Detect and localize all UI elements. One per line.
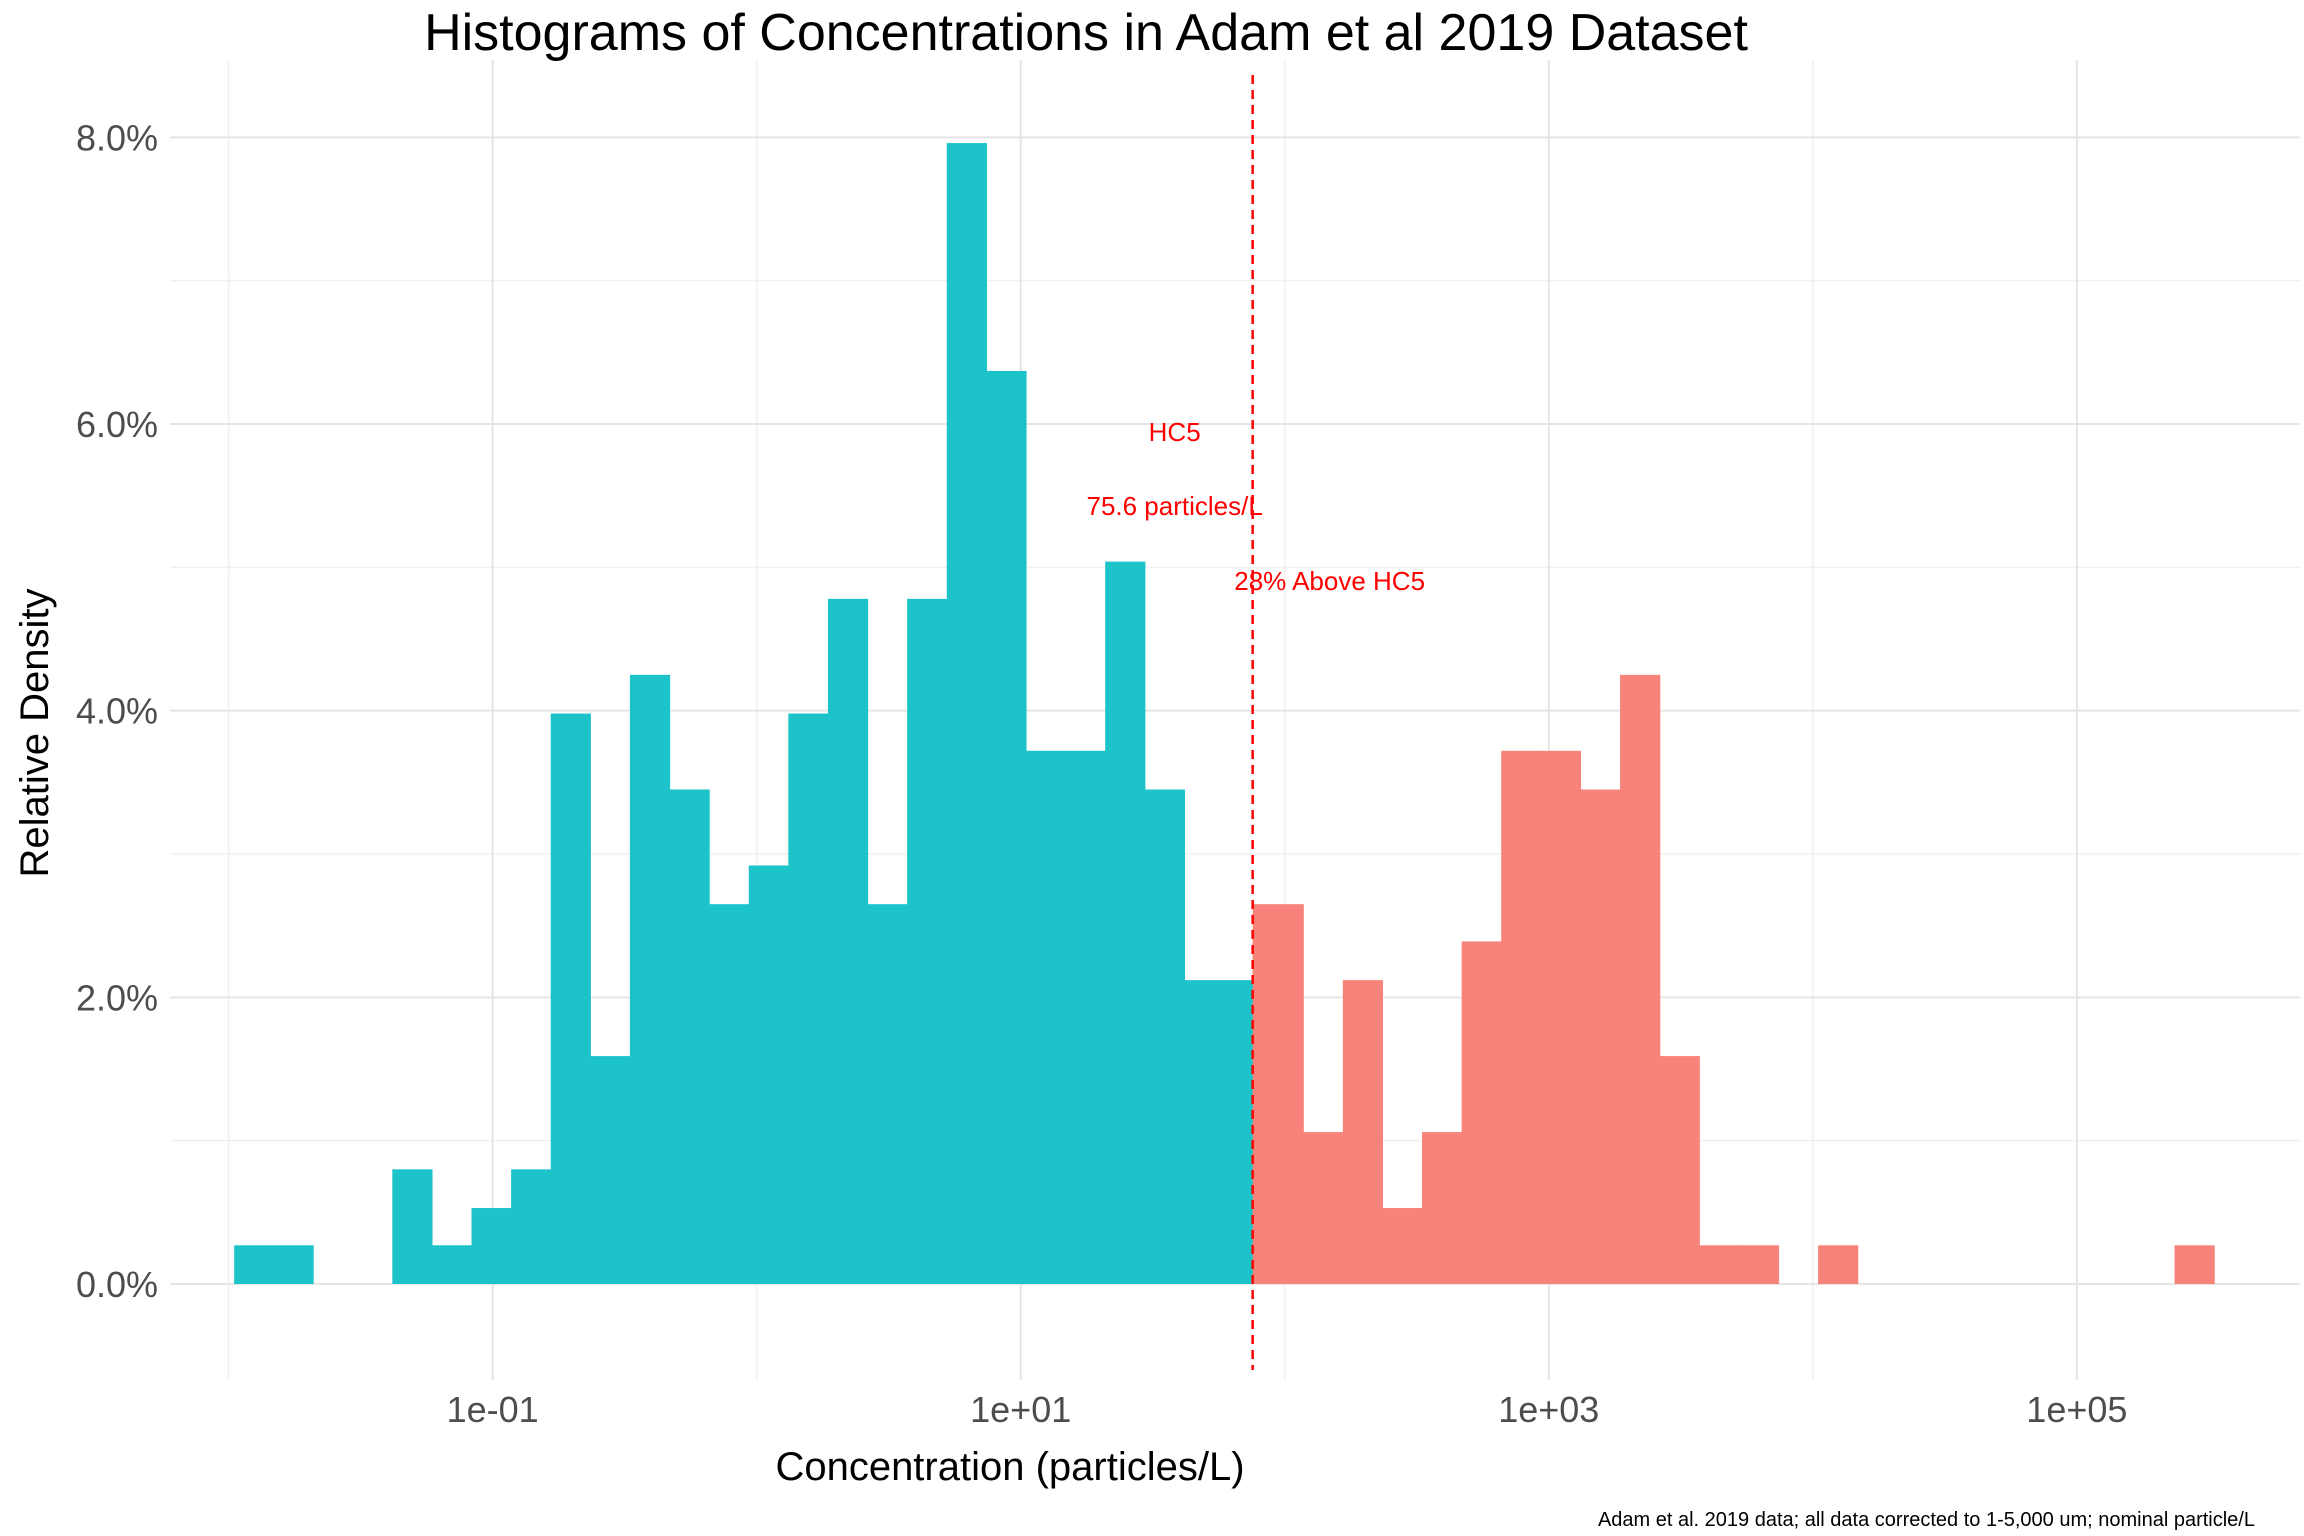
histogram-bar-below-hc5 [946,143,987,1285]
histogram-bar-above-hc5 [1422,1132,1463,1284]
chart-title: Histograms of Concentrations in Adam et … [424,4,1748,62]
histogram-bar-below-hc5 [1105,561,1146,1284]
histogram-bar-below-hc5 [669,789,710,1284]
axis-tick-labels: 1e-01 1e+01 1e+03 1e+05 0.0% 2.0% 4.0% 6.0% 8.0% [76,117,2127,1430]
x-tick-label: 1e+05 [2026,1389,2127,1430]
hc5-value-label: 75.6 particles/L [1086,491,1262,521]
histogram-bar-above-hc5 [1580,789,1621,1284]
histogram-bar-above-hc5 [1461,941,1502,1284]
histogram-bar-above-hc5 [1252,904,1304,1284]
hc5-label: HC5 [1149,417,1201,447]
histogram-bar-below-hc5 [709,904,750,1284]
histogram-bar-above-hc5 [1382,1208,1423,1284]
y-tick-label: 6.0% [76,404,158,445]
histogram-bar-below-hc5 [827,598,869,1284]
y-tick-label: 2.0% [76,977,158,1018]
histogram-bar-below-hc5 [1025,750,1067,1284]
y-tick-label: 8.0% [76,117,158,158]
histogram-bar-below-hc5 [550,713,591,1284]
x-axis-label: Concentration (particles/L) [775,1445,1244,1489]
y-tick-label: 0.0% [76,1264,158,1305]
histogram-bar-below-hc5 [234,1245,275,1284]
histogram-bar-below-hc5 [392,1169,433,1284]
histogram-bar-above-hc5 [1659,1056,1700,1284]
histogram-bar-above-hc5 [1738,1245,1780,1284]
histogram-bar-below-hc5 [1065,750,1106,1284]
histogram-bars [234,143,2215,1285]
histogram-bar-below-hc5 [471,1208,512,1284]
histogram-bar-above-hc5 [1818,1245,1859,1284]
histogram-bar-below-hc5 [907,598,948,1284]
chart-caption: Adam et al. 2019 data; all data correcte… [1598,1509,2255,1531]
histogram-bar-above-hc5 [1699,1245,1740,1284]
x-tick-label: 1e-01 [447,1389,539,1430]
histogram-bar-above-hc5 [1342,980,1384,1284]
hc5-reference: HC5 75.6 particles/L 28% Above HC5 [1086,75,1425,1370]
histogram-bar-below-hc5 [788,713,829,1284]
histogram-bar-below-hc5 [629,674,671,1284]
histogram-bar-below-hc5 [986,370,1027,1284]
histogram-bar-below-hc5 [431,1245,473,1284]
x-tick-label: 1e+03 [1498,1389,1599,1430]
histogram-bar-below-hc5 [1144,789,1186,1284]
histogram-bar-below-hc5 [1184,980,1225,1284]
histogram-bar-below-hc5 [511,1169,552,1284]
histogram-bar-below-hc5 [867,904,908,1284]
hc5-percent-above-label: 28% Above HC5 [1234,566,1425,596]
histogram-bar-below-hc5 [748,865,789,1284]
histogram-bar-above-hc5 [1303,1132,1344,1284]
histogram-bar-above-hc5 [1501,750,1542,1284]
histogram-bar-above-hc5 [2174,1245,2215,1284]
y-tick-label: 4.0% [76,691,158,732]
y-axis-label: Relative Density [13,588,57,877]
x-tick-label: 1e+01 [970,1389,1071,1430]
histogram-bar-below-hc5 [273,1245,314,1284]
histogram-bar-above-hc5 [1620,674,1661,1284]
histogram-bar-above-hc5 [1540,750,1582,1284]
histogram-bar-below-hc5 [1224,980,1254,1284]
histogram-bar-below-hc5 [590,1056,631,1284]
